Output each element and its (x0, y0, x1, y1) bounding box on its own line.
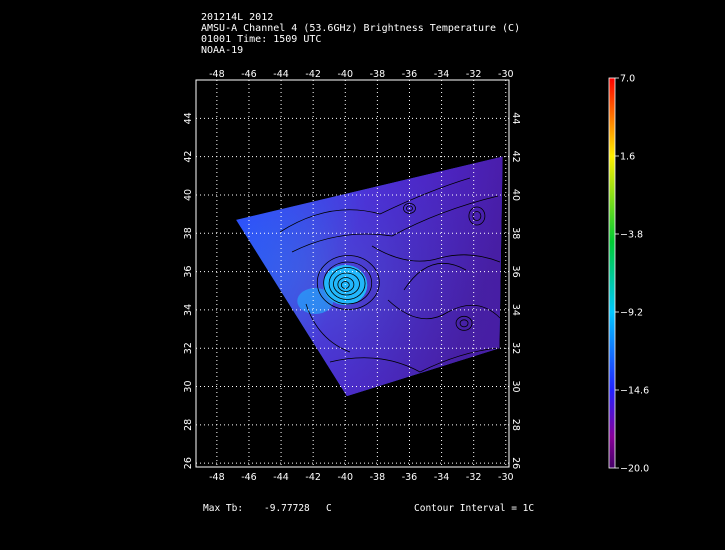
lon-tick-label: -34 (434, 472, 450, 483)
lat-tick-label: 26 (510, 457, 521, 469)
contour-line (371, 245, 501, 263)
lat-tick-label: 44 (183, 112, 194, 124)
colorbar-label: −3.8 (620, 230, 643, 241)
lat-ticks-left: 44 42 40 38 36 34 32 30 28 26 (183, 112, 194, 469)
colorbar-label: 1.6 (620, 152, 635, 163)
max-tb-label: Max Tb: (203, 503, 244, 514)
lat-tick-label: 32 (183, 342, 194, 354)
colorbar-label: −14.6 (620, 386, 649, 397)
title-line-2: AMSU-A Channel 4 (53.6GHz) Brightness Te… (201, 23, 521, 34)
lat-tick-label: 38 (510, 227, 521, 239)
lat-tick-label: 38 (183, 227, 194, 239)
contour-closed-inner (472, 211, 482, 221)
title-line-3: 01001 Time: 1509 UTC (201, 34, 322, 45)
contour-line (305, 303, 351, 353)
lon-tick-label: -46 (241, 69, 257, 80)
lat-tick-label: 42 (183, 151, 194, 163)
contour-core (333, 272, 360, 296)
lat-tick-label: 30 (183, 380, 194, 392)
map-frame (195, 79, 510, 468)
contour-closed (468, 206, 486, 226)
contour-closed (455, 315, 473, 331)
lon-tick-label: -32 (466, 472, 482, 483)
lat-tick-label: 36 (510, 266, 521, 278)
lat-ticks-right: 44 42 40 38 36 34 32 30 28 26 (510, 112, 521, 469)
lon-tick-label: -42 (305, 69, 321, 80)
lon-tick-label: -36 (402, 69, 418, 80)
lat-tick-label: 36 (183, 266, 194, 278)
lon-tick-label: -40 (338, 69, 354, 80)
colorbar (608, 77, 616, 469)
lat-tick-label: 34 (183, 304, 194, 316)
lon-tick-label: -38 (370, 472, 386, 483)
lat-tick-label: 34 (510, 304, 521, 316)
contour-core (328, 267, 366, 300)
lon-tick-label: -30 (498, 69, 514, 80)
title-line-4: NOAA-19 (201, 45, 244, 56)
lat-tick-label: 28 (510, 419, 521, 431)
lon-ticks-bottom: -48 -46 -44 -42 -40 -38 -36 -34 -32 -30 (209, 472, 513, 483)
contour-closed-inner (406, 205, 413, 212)
lon-tick-label: -32 (466, 69, 482, 80)
lat-tick-label: 26 (183, 457, 194, 469)
contour-line (387, 299, 501, 320)
contour-closed-inner (459, 319, 469, 328)
lat-tick-label: 30 (510, 380, 521, 392)
contour-line (403, 262, 467, 291)
lon-tick-label: -44 (273, 69, 289, 80)
lat-tick-label: 40 (183, 189, 194, 201)
swath-cold-region (236, 156, 503, 397)
colorbar-labels: 7.0 1.6 −3.8 −9.2 −14.6 −20.0 (615, 74, 649, 475)
warm-patch (297, 287, 334, 314)
lon-tick-label: -36 (402, 472, 418, 483)
contour-line (329, 347, 499, 373)
colorbar-label: −9.2 (620, 308, 643, 319)
lat-tick-label: 40 (510, 189, 521, 201)
lon-tick-label: -42 (305, 472, 321, 483)
contour-core (323, 261, 373, 305)
lat-tick-label: 32 (510, 342, 521, 354)
title-line-1: 201214L 2012 (201, 12, 274, 23)
contour-core (337, 277, 355, 292)
lon-ticks-top: -48 -46 -44 -42 -40 -38 -36 -34 -32 -30 (209, 69, 513, 80)
lat-tick-label: 28 (183, 419, 194, 431)
lat-tick-label: 42 (510, 151, 521, 163)
lon-tick-label: -44 (273, 472, 289, 483)
contour-closed (403, 202, 416, 214)
contour-line (279, 177, 471, 233)
max-tb-unit: C (326, 503, 332, 514)
swath-layer (236, 156, 503, 397)
lon-tick-label: -46 (241, 472, 257, 483)
lon-tick-label: -38 (370, 69, 386, 80)
map-grid (196, 80, 509, 467)
contour-line (291, 195, 499, 253)
colorbar-label: 7.0 (620, 74, 635, 85)
lon-tick-label: -34 (434, 69, 450, 80)
max-tb-value: -9.77728 (264, 503, 310, 514)
lon-tick-label: -48 (209, 472, 225, 483)
lon-tick-label: -30 (498, 472, 514, 483)
lon-tick-label: -48 (209, 69, 225, 80)
colorbar-label: −20.0 (620, 464, 649, 475)
contour-interval: Contour Interval = 1C (414, 503, 535, 514)
contour-layer (279, 177, 501, 373)
lat-tick-label: 44 (510, 112, 521, 124)
lon-tick-label: -40 (338, 472, 354, 483)
